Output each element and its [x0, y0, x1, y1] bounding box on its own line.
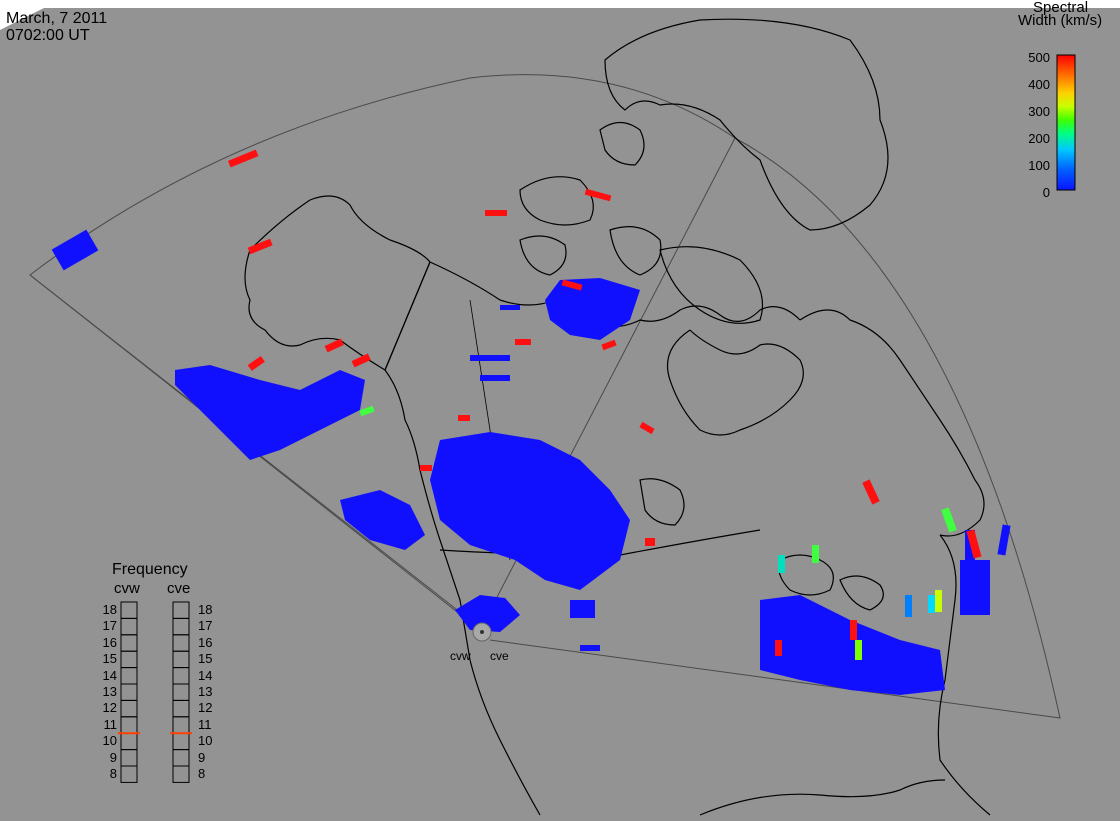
- frequency-box-cvw: [120, 732, 138, 751]
- backscatter-blob-east: [760, 595, 945, 695]
- frequency-tick: 14: [198, 667, 213, 683]
- frequency-tick: 12: [198, 700, 213, 716]
- colorbar-title-1: Spectral: [1033, 0, 1089, 16]
- frequency-box-cvw: [120, 601, 138, 619]
- frequency-box-cvw: [120, 699, 138, 718]
- frequency-box-cve: [172, 634, 190, 652]
- frequency-tick: 16: [102, 634, 117, 650]
- southampton-island: [639, 478, 685, 526]
- frequency-box-cvw: [120, 716, 138, 734]
- frequency-tick: 15: [102, 651, 117, 667]
- frequency-tick: 12: [102, 700, 117, 716]
- frequency-box-cvw: [120, 683, 138, 701]
- frequency-tick: 17: [198, 618, 213, 634]
- labrador-coast: [799, 309, 985, 537]
- arctic-island-4: [609, 226, 662, 276]
- time-label: 0702:00 UT: [6, 27, 90, 44]
- backscatter-blob-north: [545, 278, 640, 340]
- colorbar-tick: 400: [1028, 77, 1050, 92]
- frequency-box-cve: [172, 749, 190, 767]
- coastline-layer: [244, 18, 991, 816]
- colorbar-title-2: Width (km/s): [1018, 12, 1103, 29]
- frequency-box-cvw: [120, 765, 138, 783]
- frequency-box-cve: [172, 650, 190, 669]
- backscatter-blob-bc: [340, 490, 425, 550]
- frequency-tick: 11: [198, 716, 212, 732]
- backscatter-blob-center: [430, 432, 630, 590]
- arctic-island-3: [519, 235, 567, 276]
- colorbar-tick: 100: [1028, 158, 1050, 173]
- baffin-island: [659, 246, 764, 324]
- frequency-tick: 8: [109, 766, 117, 781]
- frequency-radar-cve: cve: [167, 580, 191, 597]
- frequency-tick: 17: [102, 618, 117, 634]
- frequency-boxes: [118, 601, 192, 783]
- frequency-box-cvw: [120, 749, 138, 767]
- colorbar-gradient: [1056, 54, 1076, 191]
- radar-site-dot: [480, 630, 484, 634]
- frequency-tick: 14: [102, 667, 117, 683]
- colorbar-tick: 300: [1028, 104, 1050, 119]
- frequency-tick: 13: [102, 684, 117, 699]
- radar-backscatter: [51, 149, 1011, 695]
- backscatter-blob-alaska: [175, 365, 365, 460]
- arctic-island-2: [599, 121, 645, 166]
- radar-label-cvw: cvw: [450, 649, 471, 663]
- frequency-box-cve: [172, 765, 190, 783]
- fov-outline: [29, 74, 1061, 719]
- radar-label-cve: cve: [490, 649, 509, 663]
- pacific-coast: [384, 369, 541, 816]
- frequency-tick: 16: [198, 634, 213, 650]
- frequency-box-cvw: [120, 634, 138, 652]
- frequency-box-cve: [172, 667, 190, 685]
- frequency-tick: 10: [102, 733, 117, 749]
- frequency-tick: 9: [109, 749, 117, 765]
- frequency-radar-cvw: cvw: [114, 580, 140, 597]
- frequency-tick: 13: [198, 684, 213, 699]
- frequency-tick: 11: [103, 716, 118, 732]
- map-corner-background-2: [0, 0, 1120, 8]
- canada-arctic-coast: [429, 261, 801, 328]
- frequency-box-cvw: [120, 650, 138, 669]
- frequency-tick: 10: [198, 733, 213, 749]
- frequency-box-cve: [172, 601, 190, 619]
- great-lakes: [778, 554, 834, 596]
- frequency-box-cve: [172, 699, 190, 718]
- province-line-1: [384, 261, 431, 371]
- colorbar-tick: 500: [1028, 50, 1050, 65]
- frequency-tick: 15: [198, 651, 213, 667]
- frequency-tick: 8: [198, 766, 206, 781]
- date-label: March, 7 2011: [6, 10, 108, 27]
- frequency-box-cvw: [120, 617, 138, 636]
- hudson-bay: [666, 329, 804, 436]
- frequency-box-cve: [172, 716, 190, 734]
- greenland-coast: [604, 18, 889, 231]
- frequency-box-cve: [172, 732, 190, 751]
- frequency-box-cve: [172, 683, 190, 701]
- frequency-tick: 18: [198, 602, 213, 617]
- frequency-box-cvw: [120, 667, 138, 685]
- gulf-coast: [699, 779, 946, 816]
- frequency-box-cve: [172, 617, 190, 636]
- backscatter-fan: [455, 595, 520, 632]
- arctic-island-1: [519, 176, 594, 226]
- frequency-title: Frequency: [112, 561, 188, 578]
- colorbar-tick: 200: [1028, 131, 1050, 146]
- frequency-tick: 18: [102, 602, 117, 617]
- colorbar-tick: 0: [1042, 185, 1050, 200]
- frequency-tick: 9: [198, 749, 206, 765]
- great-lakes-2: [839, 575, 884, 611]
- atlantic-coast: [937, 534, 991, 816]
